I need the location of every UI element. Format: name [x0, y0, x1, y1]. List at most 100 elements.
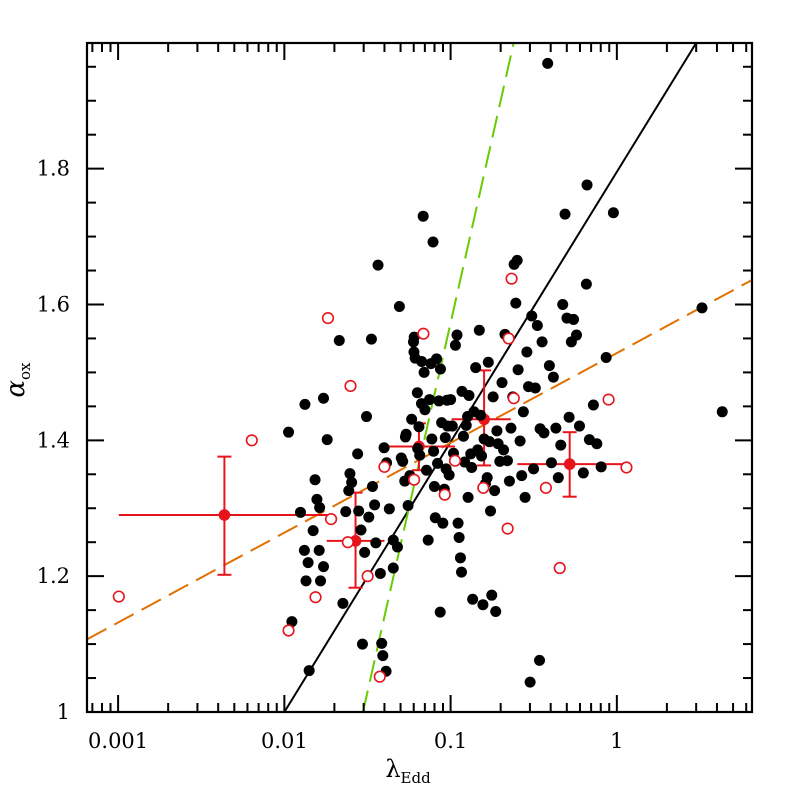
filled-point	[517, 406, 529, 418]
filled-point	[313, 544, 325, 556]
open-point	[245, 434, 258, 447]
filled-point	[505, 422, 517, 434]
filled-point	[591, 438, 603, 450]
filled-point	[393, 301, 405, 313]
filled-point	[550, 422, 562, 434]
filled-point	[433, 395, 445, 407]
filled-point	[413, 421, 425, 433]
filled-point	[346, 476, 358, 488]
filled-point	[414, 449, 426, 461]
filled-point	[397, 455, 409, 467]
filled-point	[424, 394, 436, 406]
filled-point	[542, 57, 554, 69]
filled-point	[487, 391, 499, 403]
green_fit-line	[361, 43, 515, 712]
open-point	[282, 624, 295, 637]
filled-point	[432, 457, 444, 469]
filled-point	[526, 310, 538, 322]
y-tick-label: 1.4	[37, 428, 70, 452]
filled-point	[422, 534, 434, 546]
filled-point	[496, 377, 508, 389]
filled-point	[501, 455, 513, 467]
open-point	[417, 327, 430, 340]
filled-point	[411, 387, 423, 399]
filled-point	[365, 333, 377, 345]
filled-point	[510, 297, 522, 309]
filled-point	[376, 637, 388, 649]
filled-point	[434, 606, 446, 618]
filled-point	[557, 298, 569, 310]
filled-point	[467, 593, 479, 605]
filled-point	[383, 503, 395, 515]
filled-point	[529, 382, 541, 394]
x-tick-label: 1	[610, 729, 623, 753]
filled-point	[445, 394, 457, 406]
open-point	[378, 460, 391, 473]
filled-point	[581, 179, 593, 191]
filled-point	[428, 445, 440, 457]
open-point	[602, 393, 615, 406]
x-tick-label: 0.01	[261, 729, 308, 753]
black_fit-line	[283, 43, 698, 712]
fit-lines	[87, 43, 752, 712]
filled-point	[524, 676, 536, 688]
axis-ticks	[87, 43, 752, 713]
filled-point	[451, 329, 463, 341]
open-point	[477, 481, 490, 494]
data-points	[112, 57, 728, 688]
filled-point	[399, 431, 411, 443]
filled-point	[483, 436, 495, 448]
filled-point	[299, 398, 311, 410]
filled-point	[536, 336, 548, 348]
filled-point	[361, 411, 373, 423]
filled-point	[547, 371, 559, 383]
x-tick-label: 0.1	[434, 729, 467, 753]
filled-point	[408, 331, 420, 343]
filled-point	[607, 207, 619, 219]
open-point	[321, 311, 335, 325]
filled-point	[482, 356, 494, 368]
filled-point	[359, 546, 371, 558]
open-point	[361, 570, 374, 583]
filled-point	[417, 210, 429, 222]
open-point	[341, 536, 354, 549]
filled-point	[302, 557, 314, 569]
filled-point	[298, 544, 310, 556]
open-point	[539, 481, 553, 494]
filled-point	[531, 320, 543, 332]
open-point	[112, 590, 125, 603]
filled-point	[716, 406, 728, 418]
open-point	[553, 561, 566, 575]
open-point	[620, 461, 633, 474]
open-point	[501, 522, 514, 535]
filled-point	[577, 467, 589, 479]
filled-point	[366, 481, 378, 493]
y-tick-label: 1	[57, 700, 70, 724]
filled-point	[462, 491, 474, 503]
filled-point	[363, 511, 375, 523]
y-tick-label: 1.2	[37, 564, 70, 588]
filled-point	[587, 399, 599, 411]
filled-point	[490, 605, 502, 617]
filled-point	[352, 448, 364, 460]
filled-point	[543, 360, 555, 372]
filled-point	[434, 363, 446, 375]
filled-point	[498, 444, 510, 456]
y-axis-label: αox	[1, 362, 34, 398]
open-point	[448, 454, 462, 467]
filled-point	[303, 665, 315, 677]
filled-point	[318, 561, 330, 573]
filled-point	[428, 481, 440, 493]
filled-point	[470, 362, 482, 374]
filled-point	[454, 552, 466, 564]
filled-point	[463, 389, 475, 401]
filled-point	[545, 457, 557, 469]
filled-point	[426, 433, 438, 445]
filled-point	[568, 313, 580, 325]
filled-point	[473, 324, 485, 336]
filled-point	[452, 517, 464, 529]
filled-point	[491, 425, 503, 437]
filled-point	[555, 439, 567, 451]
filled-point	[456, 566, 468, 578]
